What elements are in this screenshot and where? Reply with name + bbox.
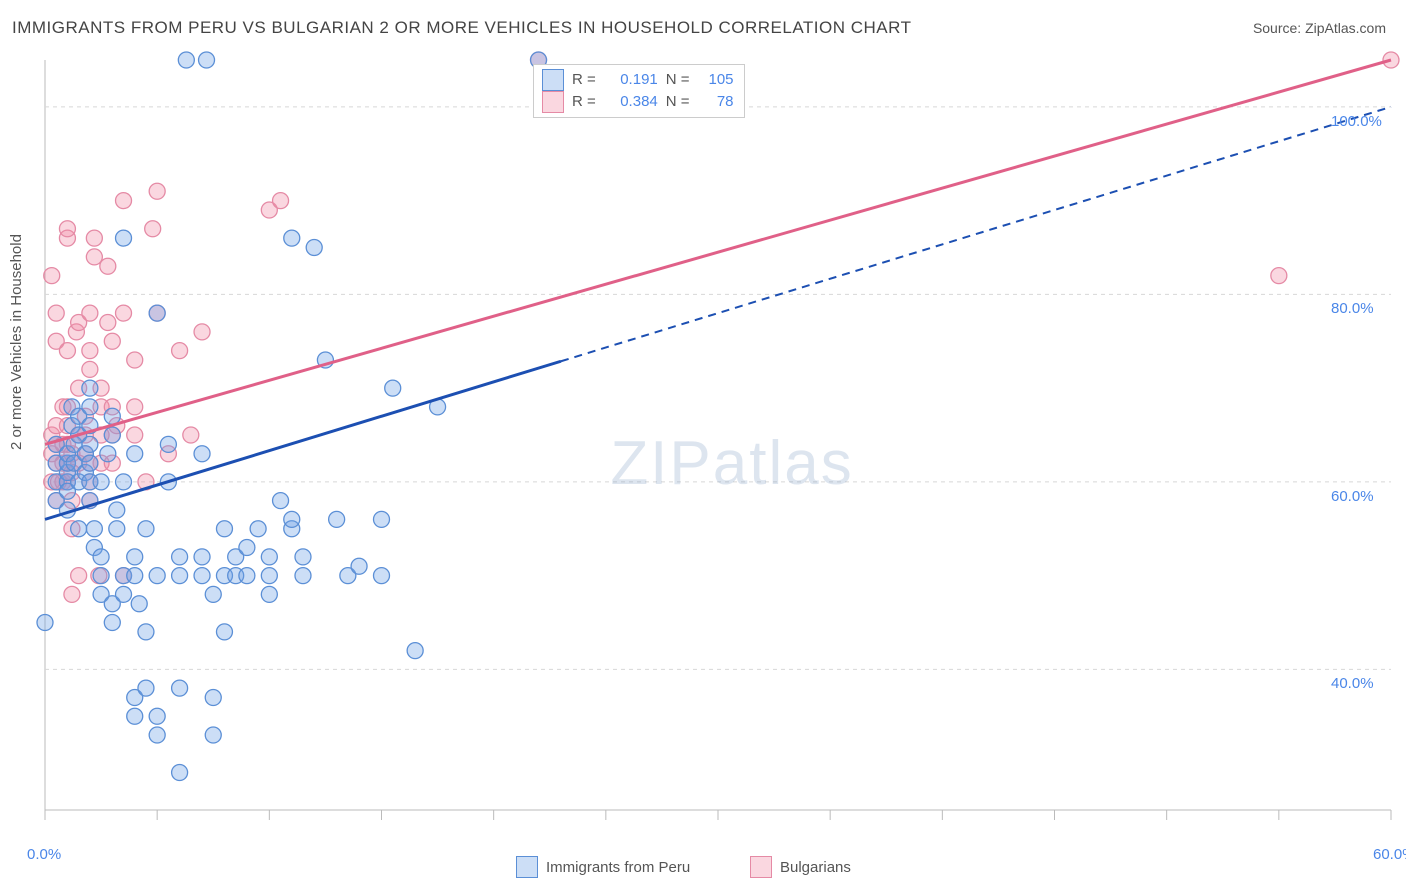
legend-swatch [516,856,538,878]
series-legend-item: Bulgarians [750,856,851,878]
axis-tick-label: 60.0% [1331,488,1374,505]
axis-tick-label: 40.0% [1331,675,1374,692]
axis-tick-label: 100.0% [1331,113,1382,130]
series-name: Bulgarians [780,859,851,876]
legend-swatch [542,91,564,113]
scatter-chart [0,0,1406,892]
legend-swatch [542,69,564,91]
legend-swatch [750,856,772,878]
axis-tick-label: 60.0% [1373,846,1406,863]
legend-row: R =0.384N =78 [542,91,734,113]
series-legend-item: Immigrants from Peru [516,856,690,878]
legend-row: R =0.191N =105 [542,69,734,91]
axis-tick-label: 80.0% [1331,300,1374,317]
series-name: Immigrants from Peru [546,859,690,876]
correlation-legend: R =0.191N =105R =0.384N =78 [533,64,745,118]
axis-tick-label: 0.0% [27,846,61,863]
